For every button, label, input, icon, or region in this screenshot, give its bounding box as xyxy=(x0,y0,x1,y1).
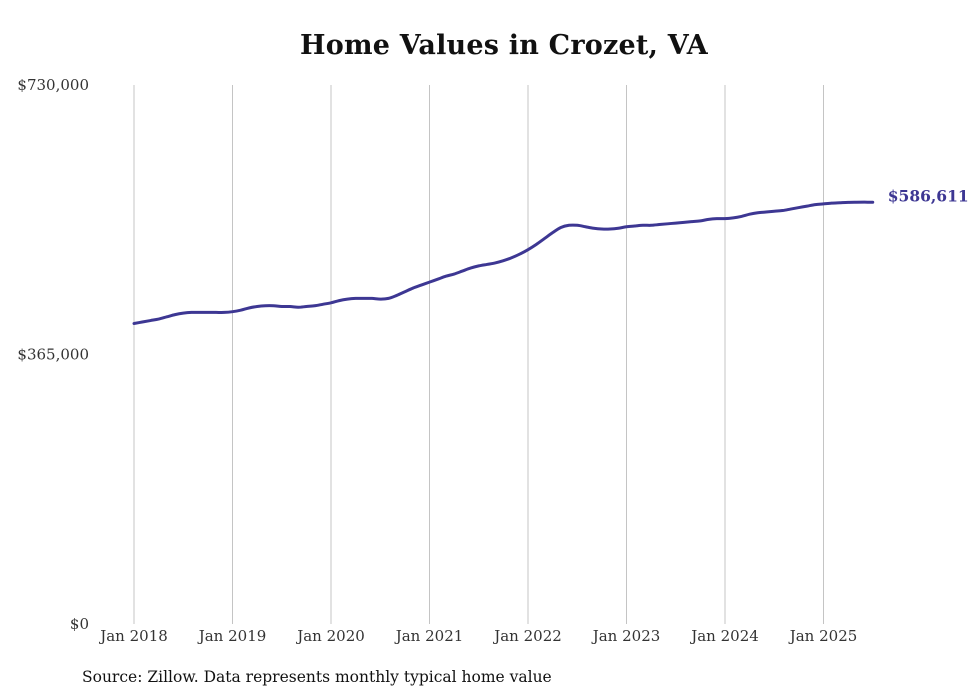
chart-title: Home Values in Crozet, VA xyxy=(300,30,708,61)
grid-layer xyxy=(133,85,824,624)
x-tick-label: Jan 2019 xyxy=(197,627,267,645)
y-tick: $365,000 xyxy=(17,346,89,364)
x-tick-label: Jan 2021 xyxy=(394,627,464,645)
x-tick: Jan 2024 xyxy=(689,627,759,645)
y-tick: $730,000 xyxy=(17,76,89,94)
x-tick: Jan 2022 xyxy=(492,627,562,645)
y-tick-label: $730,000 xyxy=(17,76,89,94)
x-tick: Jan 2025 xyxy=(788,627,858,645)
x-tick-label: Jan 2018 xyxy=(98,627,168,645)
y-tick: $0 xyxy=(70,615,89,633)
x-tick-label: Jan 2020 xyxy=(295,627,365,645)
x-tick-label: Jan 2023 xyxy=(591,627,661,645)
x-tick-label: Jan 2024 xyxy=(689,627,759,645)
y-axis: $0 $365,000 $730,000 xyxy=(17,76,89,633)
x-tick-label: Jan 2025 xyxy=(788,627,858,645)
x-tick: Jan 2021 xyxy=(394,627,464,645)
x-tick-label: Jan 2022 xyxy=(492,627,562,645)
x-tick: Jan 2023 xyxy=(591,627,661,645)
series-line xyxy=(132,200,875,325)
y-tick-label: $0 xyxy=(70,615,89,633)
x-tick: Jan 2018 xyxy=(98,627,168,645)
series-layer: $586,611 xyxy=(132,186,969,325)
x-axis: Jan 2018 Jan 2019 Jan 2020 Jan 2021 Jan 2022… xyxy=(98,627,857,645)
x-tick: Jan 2019 xyxy=(197,627,267,645)
x-tick: Jan 2020 xyxy=(295,627,365,645)
source-note: Source: Zillow. Data represents monthly … xyxy=(82,668,552,686)
y-tick-label: $365,000 xyxy=(17,346,89,364)
end-value-label: $586,611 xyxy=(888,186,969,205)
